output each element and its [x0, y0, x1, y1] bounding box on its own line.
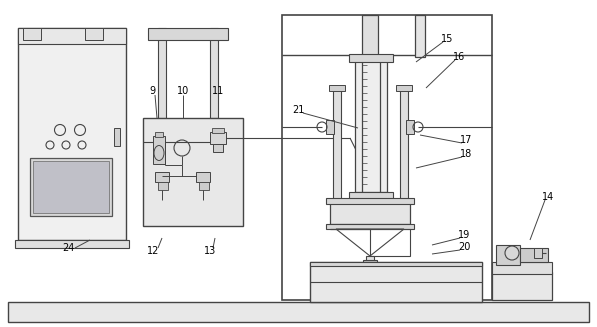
- Bar: [18, 28, 126, 44]
- Bar: [158, 182, 168, 190]
- Text: 21: 21: [292, 105, 304, 115]
- Bar: [492, 262, 552, 274]
- Bar: [406, 120, 414, 134]
- Bar: [85, 28, 103, 40]
- Text: 12: 12: [147, 246, 159, 256]
- Bar: [496, 245, 520, 265]
- Text: 24: 24: [62, 243, 74, 253]
- Bar: [196, 172, 210, 182]
- Bar: [330, 202, 410, 224]
- Text: 14: 14: [542, 192, 554, 202]
- Bar: [23, 28, 41, 40]
- Bar: [362, 15, 378, 57]
- Bar: [355, 57, 387, 192]
- Bar: [349, 192, 393, 202]
- Bar: [114, 128, 120, 146]
- Bar: [212, 128, 224, 133]
- Bar: [153, 136, 165, 164]
- Text: 18: 18: [460, 149, 472, 159]
- Bar: [492, 272, 552, 300]
- Bar: [199, 182, 209, 190]
- Bar: [30, 158, 112, 216]
- Text: 17: 17: [460, 135, 472, 145]
- Bar: [326, 120, 334, 134]
- Text: 9: 9: [149, 86, 155, 96]
- Bar: [148, 28, 228, 40]
- Bar: [310, 262, 482, 302]
- Bar: [400, 88, 408, 203]
- Bar: [155, 172, 169, 182]
- Bar: [366, 256, 374, 296]
- Text: 13: 13: [204, 246, 216, 256]
- Bar: [363, 260, 377, 270]
- Bar: [520, 248, 548, 262]
- Bar: [349, 54, 393, 62]
- Bar: [158, 28, 166, 118]
- Bar: [213, 144, 223, 152]
- Bar: [310, 262, 482, 266]
- Bar: [18, 28, 126, 240]
- Bar: [333, 88, 341, 203]
- Bar: [415, 15, 425, 57]
- Bar: [155, 132, 163, 137]
- Text: 10: 10: [177, 86, 189, 96]
- Text: 20: 20: [458, 242, 470, 252]
- Bar: [326, 224, 414, 229]
- Bar: [282, 15, 492, 300]
- Bar: [396, 85, 412, 91]
- Text: 19: 19: [458, 230, 470, 240]
- Bar: [143, 118, 243, 226]
- Text: 11: 11: [212, 86, 224, 96]
- Bar: [8, 302, 589, 322]
- Text: 15: 15: [441, 34, 453, 44]
- Bar: [210, 28, 218, 118]
- Bar: [329, 85, 345, 91]
- Circle shape: [505, 246, 519, 260]
- Bar: [33, 161, 109, 213]
- Bar: [15, 240, 129, 248]
- Text: 16: 16: [453, 52, 465, 62]
- Bar: [534, 248, 542, 258]
- Bar: [210, 132, 226, 144]
- Bar: [326, 198, 414, 204]
